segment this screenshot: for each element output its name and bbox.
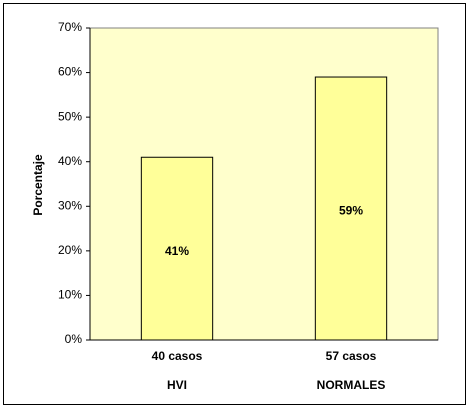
y-tick-label: 60% — [58, 65, 82, 79]
value-label: 41% — [165, 244, 189, 258]
y-axis-label: Porcentaje — [31, 154, 45, 216]
y-tick-label: 40% — [58, 154, 82, 168]
bar — [314, 76, 388, 341]
y-tick-label: 50% — [58, 109, 82, 123]
y-tick-label: 10% — [58, 288, 82, 302]
y-tick-label: 0% — [65, 332, 83, 346]
x-tick-label: 40 casos — [152, 349, 203, 363]
bar — [140, 156, 214, 341]
y-tick-label: 30% — [58, 198, 82, 212]
y-tick-label: 20% — [58, 243, 82, 257]
y-tick-label: 70% — [58, 20, 82, 34]
x-tick-label: 57 casos — [326, 349, 377, 363]
value-label: 59% — [339, 204, 363, 218]
x-tick-label: NORMALES — [317, 378, 386, 392]
x-tick-label: HVI — [167, 378, 187, 392]
